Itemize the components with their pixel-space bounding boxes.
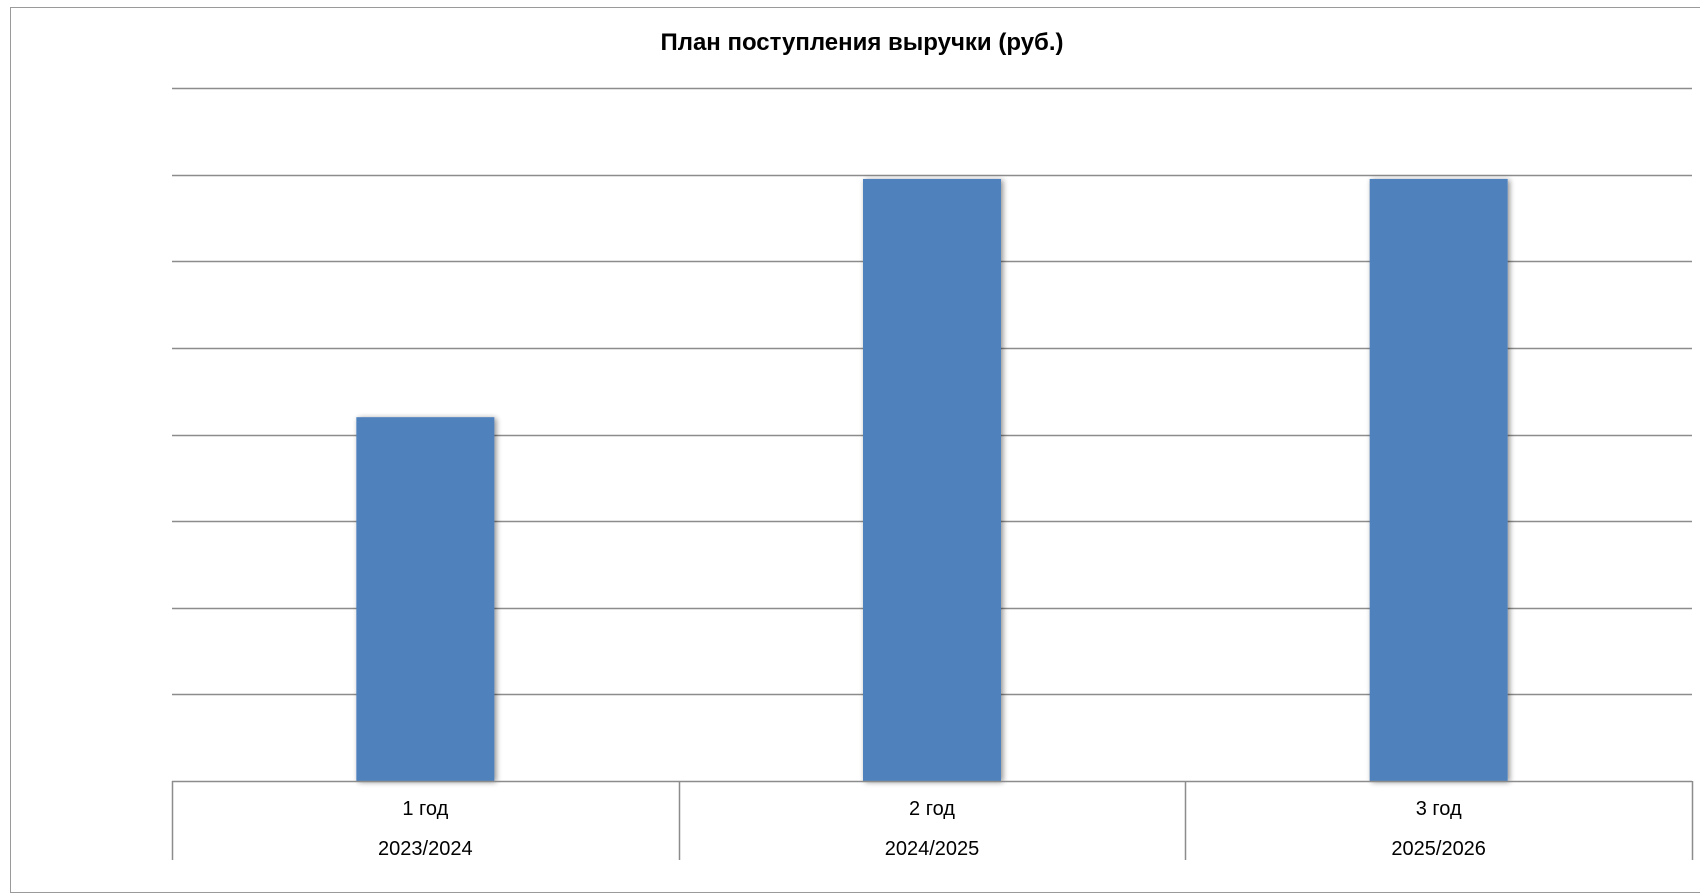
x-axis: 1 год 2023/2024 2 год 2024/2025 3 год 2025/20… xyxy=(171,780,1694,860)
x-tick-label: 1 год xyxy=(402,798,448,820)
x-group-label: 2025/2026 xyxy=(1391,838,1486,860)
x-group-label: 2023/2024 xyxy=(378,838,473,860)
bars xyxy=(356,178,1508,782)
x-tick-label: 2 год xyxy=(909,798,955,820)
x-tick-label: 3 год xyxy=(1416,798,1462,820)
bar xyxy=(356,417,495,781)
x-group-label: 2024/2025 xyxy=(885,838,980,860)
bar xyxy=(863,178,1001,782)
bar xyxy=(1369,178,1508,782)
chart-title: План поступления выручки (руб.) xyxy=(660,29,1063,56)
